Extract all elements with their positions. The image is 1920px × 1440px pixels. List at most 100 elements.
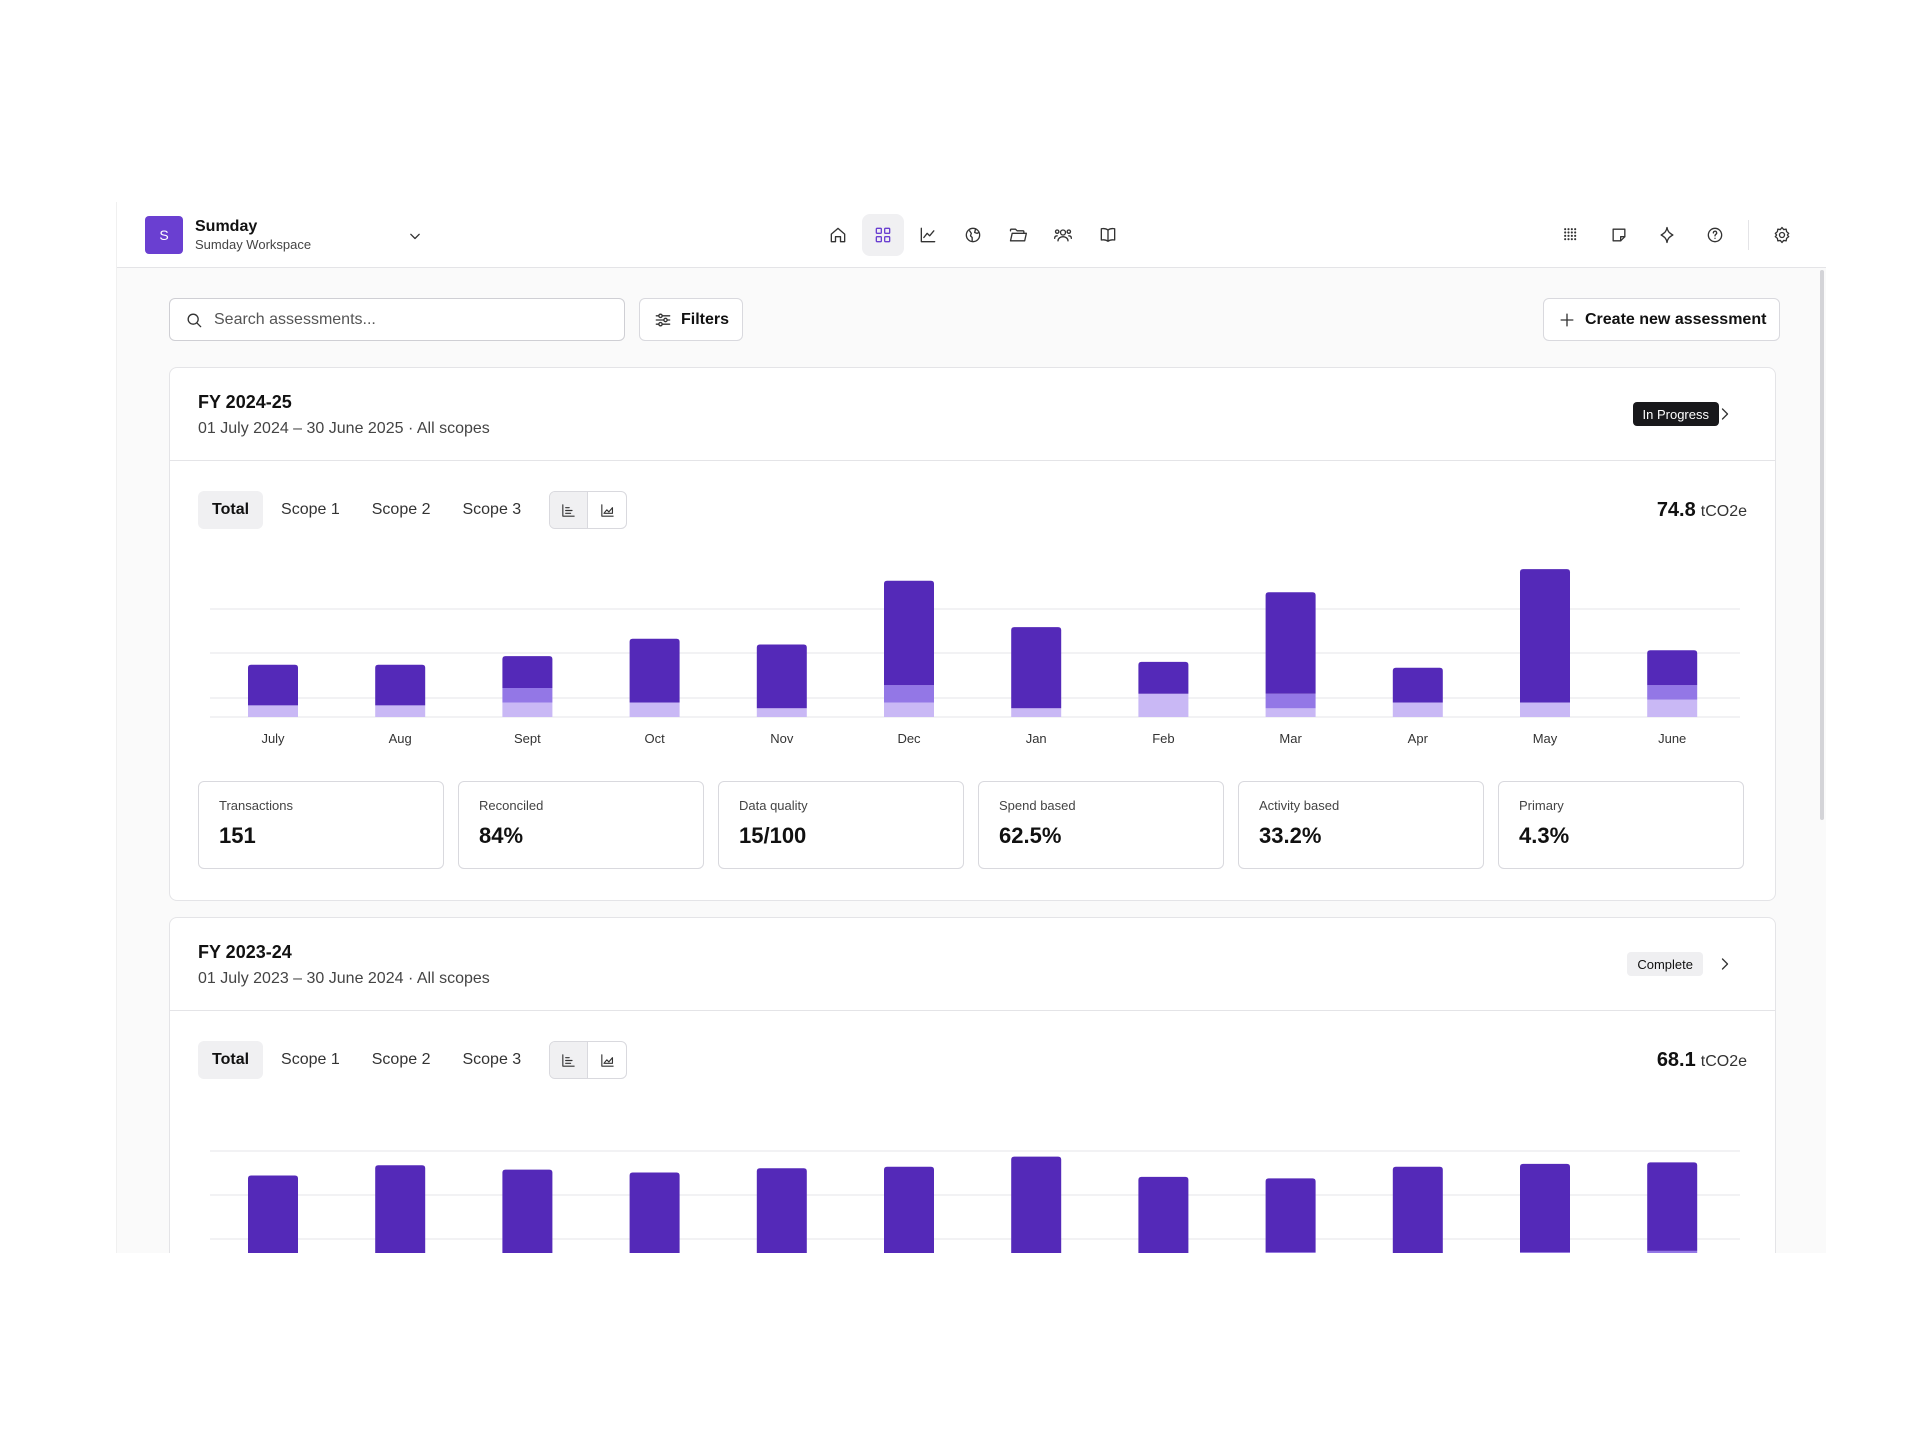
filters-label: Filters bbox=[681, 310, 730, 328]
bar-segment[interactable] bbox=[884, 702, 934, 718]
tab-scope-1[interactable]: Scope 1 bbox=[281, 501, 340, 518]
bar-segment[interactable] bbox=[1265, 693, 1316, 709]
create-assessment-button[interactable]: Create new assessment bbox=[1543, 298, 1781, 341]
bar-segment[interactable] bbox=[1647, 1162, 1698, 1251]
chevron-right-icon[interactable] bbox=[1715, 954, 1735, 974]
tab-scope-2[interactable]: Scope 2 bbox=[371, 1051, 431, 1068]
tab-scope-1[interactable]: Scope 1 bbox=[281, 1051, 340, 1068]
stat-activity-based: Activity based 33.2% bbox=[1238, 781, 1484, 869]
bar-segment[interactable] bbox=[1392, 667, 1443, 703]
bar-segment[interactable] bbox=[502, 688, 553, 703]
bar-segment[interactable] bbox=[1647, 685, 1698, 700]
note-icon bbox=[1612, 228, 1626, 242]
settings-button[interactable] bbox=[1761, 214, 1803, 256]
apps-grid-icon bbox=[1564, 228, 1577, 241]
bar-segment[interactable] bbox=[1138, 693, 1189, 717]
bar-segment[interactable] bbox=[629, 638, 680, 703]
nav-dashboard[interactable] bbox=[862, 214, 904, 256]
plus-icon bbox=[1560, 313, 1574, 326]
bar-segment[interactable] bbox=[1520, 1163, 1570, 1253]
nav-library[interactable] bbox=[1087, 214, 1129, 256]
workspace-switcher[interactable]: S Sumday Sumday Workspace bbox=[145, 216, 420, 254]
bar-segment[interactable] bbox=[1265, 1252, 1316, 1253]
bar-segment[interactable] bbox=[1520, 1252, 1570, 1253]
x-tick-label: July bbox=[261, 731, 285, 746]
bar-chart-toggle[interactable] bbox=[550, 492, 589, 528]
bar-chart: July Aug Sept Oct Nov Dec Jan Feb Mar Apr May June bbox=[210, 569, 1740, 746]
bar-segment[interactable] bbox=[1011, 708, 1062, 717]
bar-segment[interactable] bbox=[1647, 699, 1698, 717]
scrollbar[interactable] bbox=[1820, 270, 1824, 820]
bar-segment[interactable] bbox=[248, 705, 298, 717]
nav-files[interactable] bbox=[997, 214, 1039, 256]
nav-globe[interactable] bbox=[952, 214, 994, 256]
bar-segment[interactable] bbox=[375, 664, 426, 706]
bar-segment[interactable] bbox=[1520, 569, 1570, 703]
nav-home[interactable] bbox=[817, 214, 859, 256]
tab-scope-3[interactable]: Scope 3 bbox=[462, 1051, 522, 1068]
tab-total[interactable]: Total bbox=[198, 491, 264, 529]
bar-segment[interactable] bbox=[1265, 592, 1316, 694]
apps-button[interactable] bbox=[1550, 214, 1592, 256]
bar-segment[interactable] bbox=[375, 1165, 426, 1253]
bar-segment[interactable] bbox=[884, 1166, 934, 1253]
chevron-right-icon[interactable] bbox=[1715, 404, 1735, 424]
tab-scope-2[interactable]: Scope 2 bbox=[371, 501, 431, 518]
bar-segment[interactable] bbox=[502, 702, 553, 718]
bar-segment[interactable] bbox=[1011, 1156, 1062, 1253]
help-button[interactable] bbox=[1694, 214, 1736, 256]
bar-chart-toggle[interactable] bbox=[550, 1042, 589, 1078]
bar-segment[interactable] bbox=[1520, 702, 1570, 718]
bar-segment[interactable] bbox=[884, 580, 934, 686]
stat-value: 151 bbox=[219, 823, 256, 848]
area-chart-toggle[interactable] bbox=[588, 1042, 626, 1078]
tab-total[interactable]: Total bbox=[198, 1041, 264, 1079]
x-tick-label: Dec bbox=[897, 731, 921, 746]
bar-segment[interactable] bbox=[1265, 1178, 1316, 1253]
notes-button[interactable] bbox=[1598, 214, 1640, 256]
ai-assistant-button[interactable] bbox=[1646, 214, 1688, 256]
assessment-header[interactable]: FY 2023-24 01 July 2023 – 30 June 2024 ·… bbox=[170, 918, 1775, 1011]
bar-segment[interactable] bbox=[756, 644, 807, 709]
workspace-subtitle: Sumday Workspace bbox=[195, 237, 312, 252]
nav-analytics[interactable] bbox=[907, 214, 949, 256]
top-bar: S Sumday Sumday Workspace bbox=[117, 202, 1826, 268]
bar-segment[interactable] bbox=[248, 664, 298, 706]
bar-segment[interactable] bbox=[884, 685, 934, 703]
nav-team[interactable] bbox=[1042, 214, 1084, 256]
stat-label: Transactions bbox=[219, 798, 293, 813]
bar-segment[interactable] bbox=[502, 656, 553, 688]
bar-segment[interactable] bbox=[248, 1175, 298, 1253]
tab-scope-3[interactable]: Scope 3 bbox=[462, 501, 522, 518]
x-tick-label: Feb bbox=[1152, 731, 1174, 746]
chevron-down-icon[interactable] bbox=[405, 226, 425, 246]
total-unit: tCO2e bbox=[1700, 1053, 1747, 1070]
assessment-header[interactable]: FY 2024-25 01 July 2024 – 30 June 2025 ·… bbox=[170, 368, 1775, 461]
bar-segment[interactable] bbox=[629, 702, 680, 718]
x-tick-label: Aug bbox=[389, 731, 412, 746]
bar-segment[interactable] bbox=[629, 1172, 680, 1253]
area-chart-icon bbox=[600, 1053, 614, 1067]
filters-button[interactable]: Filters bbox=[639, 298, 744, 341]
chart-type-toggle bbox=[549, 1041, 628, 1079]
bar-segment[interactable] bbox=[1265, 708, 1316, 717]
workspace-logo: S bbox=[145, 216, 183, 254]
bar-segment[interactable] bbox=[1392, 1166, 1443, 1253]
bar-segment[interactable] bbox=[1647, 650, 1698, 686]
emissions-chart bbox=[210, 1095, 1740, 1253]
bar-segment[interactable] bbox=[1392, 702, 1443, 718]
bar-segment[interactable] bbox=[375, 705, 426, 717]
assessment-card: FY 2024-25 01 July 2024 – 30 June 2025 ·… bbox=[169, 367, 1776, 901]
bar-segment[interactable] bbox=[1138, 661, 1189, 694]
stat-value: 62.5% bbox=[999, 823, 1062, 848]
bar-segment[interactable] bbox=[1138, 1176, 1189, 1253]
bar-segment[interactable] bbox=[1647, 1250, 1698, 1253]
bar-segment[interactable] bbox=[756, 1168, 807, 1253]
area-chart-toggle[interactable] bbox=[588, 492, 626, 528]
stat-spend-based: Spend based 62.5% bbox=[978, 781, 1224, 869]
bar-segment[interactable] bbox=[502, 1169, 553, 1253]
search-input[interactable] bbox=[214, 310, 594, 329]
bar-segment[interactable] bbox=[756, 708, 807, 717]
search-box[interactable] bbox=[169, 298, 625, 341]
bar-segment[interactable] bbox=[1011, 627, 1062, 709]
